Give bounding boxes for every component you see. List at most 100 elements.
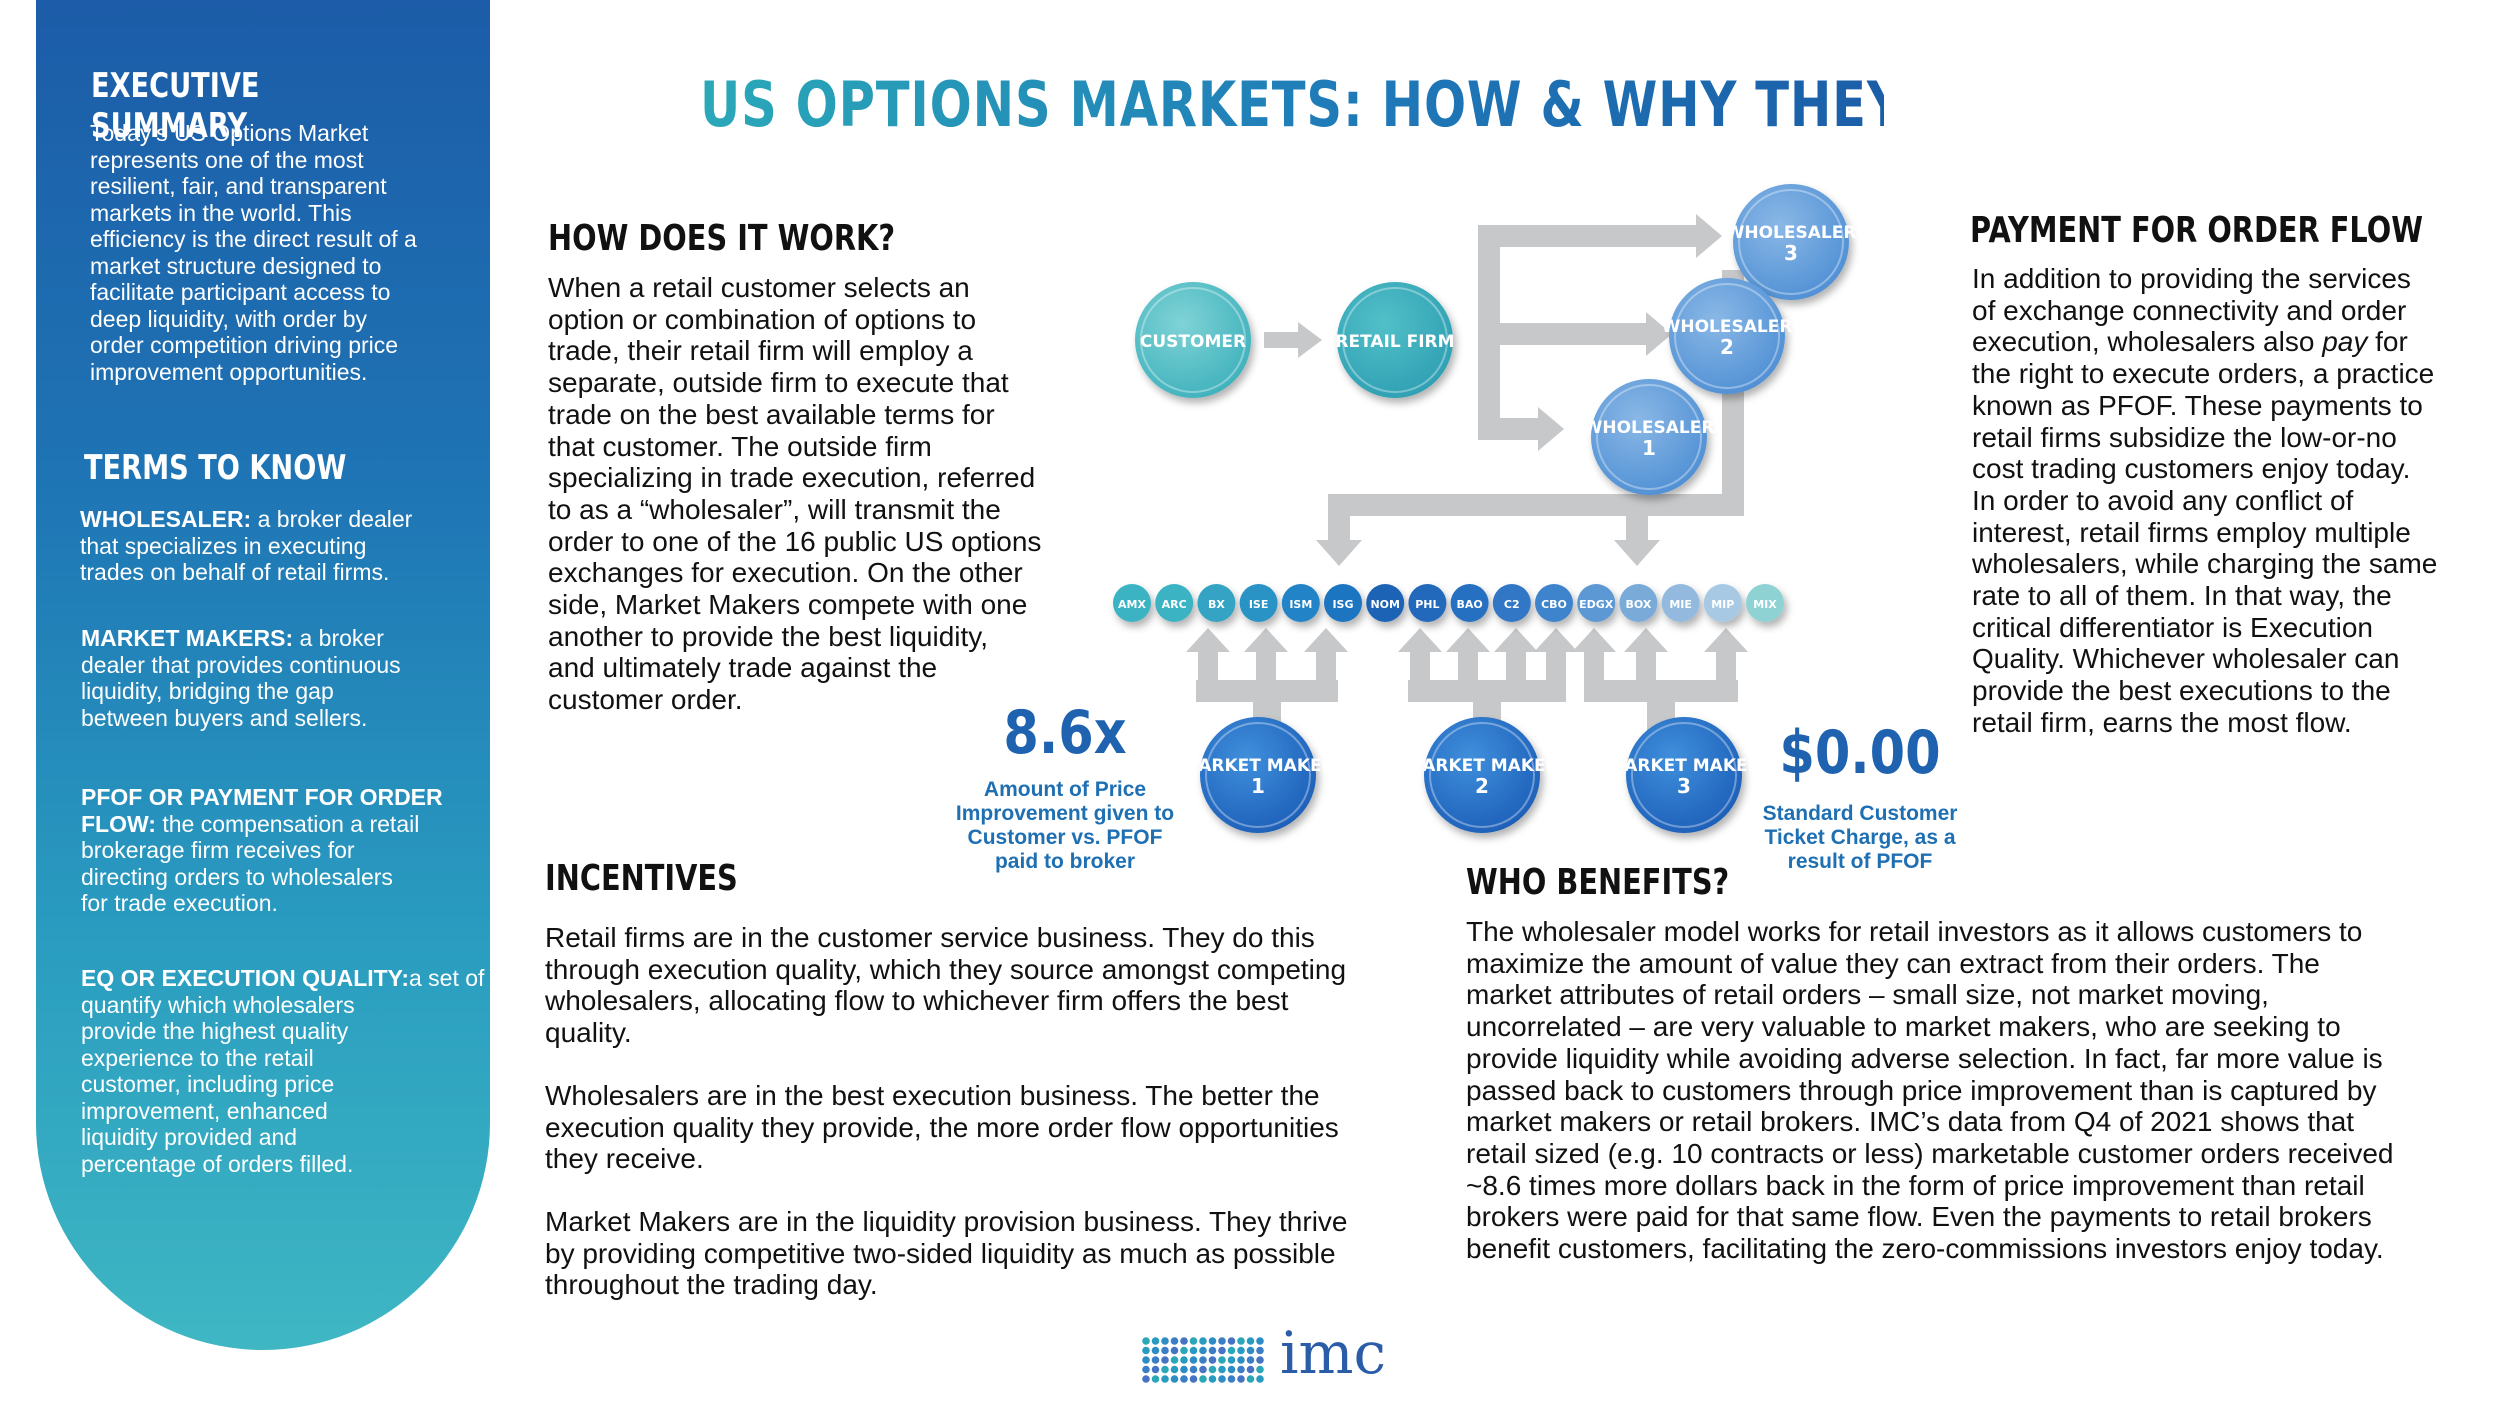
exchange-box: BOX <box>1619 584 1658 622</box>
logo-dot <box>1237 1375 1245 1383</box>
logo-dot <box>1170 1356 1179 1364</box>
who-benefits-line: market makers or retail brokers. IMC’s d… <box>1466 1106 2355 1138</box>
pfof-line: retail firm, earns the most flow. <box>1972 706 2352 738</box>
logo-dot <box>1227 1356 1236 1364</box>
incentives-line: wholesalers, allocating flow to whicheve… <box>545 985 1289 1017</box>
arrowhead-wholesaler-2 <box>1646 312 1672 356</box>
logo-dot <box>1142 1346 1150 1355</box>
mm3-arrows-arrowhead <box>1624 628 1668 652</box>
mm3-arrows-arrowhead <box>1572 628 1616 652</box>
logo-dot <box>1151 1365 1160 1374</box>
mm1-arrows-arrowhead <box>1304 628 1348 652</box>
exchange-label: ISM <box>1289 598 1312 611</box>
logo-dot <box>1151 1337 1160 1345</box>
term-title: WHOLESALER: <box>80 506 252 532</box>
wholesaler-1-node-label: 1 <box>1642 436 1656 460</box>
market-maker-2-node-label: MARKET MAKER <box>1405 756 1558 776</box>
stat-caption-line: paid to broker <box>994 850 1136 873</box>
logo-dot <box>1170 1337 1179 1345</box>
how-it-works-heading: HOW DOES IT WORK? <box>548 218 896 259</box>
mm1-arrows-stem <box>1198 650 1218 690</box>
incentives-line: quality. <box>545 1017 632 1049</box>
term-definition-line: percentage of orders filled. <box>81 1150 354 1177</box>
how-it-works-line: to as a “wholesaler”, will transmit the <box>548 493 1001 525</box>
mm1-arrows-bar <box>1196 680 1338 702</box>
exchange-label: ISE <box>1249 598 1269 611</box>
mm1-arrows-stem <box>1316 650 1336 690</box>
how-it-works-text: When a retail customer selects an option … <box>548 272 1068 716</box>
how-it-works-line: side, Market Makers compete with one <box>548 589 1028 621</box>
how-it-works-line: When a retail customer selects an <box>548 272 970 303</box>
pfof-line: of exchange connectivity and order <box>1972 294 2407 326</box>
exchange-edgx: EDGX <box>1577 584 1616 622</box>
incentives-line: by providing competitive two-sided liqui… <box>545 1237 1336 1269</box>
exchange-ise: ISE <box>1239 584 1278 622</box>
arrow-return-horizontal <box>1328 494 1744 516</box>
who-benefits-line: passed back to customers through price i… <box>1466 1074 2377 1106</box>
logo-dot <box>1218 1346 1226 1355</box>
logo-dot <box>1246 1337 1255 1345</box>
logo-dot <box>1256 1337 1264 1345</box>
market-maker-3-node-label: 3 <box>1677 774 1691 798</box>
logo-dot <box>1227 1337 1236 1345</box>
arrow-down-left <box>1328 494 1350 542</box>
logo-dot <box>1199 1356 1207 1364</box>
who-benefits-line: brokers were paid for that same flow. Ev… <box>1466 1201 2372 1233</box>
logo-dot <box>1237 1337 1245 1345</box>
term-title: EQ OR EXECUTION QUALITY: <box>81 965 409 991</box>
logo-dot <box>1227 1365 1236 1374</box>
logo-dot <box>1142 1356 1150 1364</box>
logo-dot <box>1189 1375 1198 1383</box>
exchange-arc: ARC <box>1155 584 1194 622</box>
mm3-arrows-stem <box>1584 650 1604 690</box>
exchange-label: EDGX <box>1579 598 1614 611</box>
executive-summary-line: order competition driving price <box>90 332 399 358</box>
incentives-text: Retail firms are in the customer service… <box>545 922 1395 1301</box>
term-definition-line: for trade execution. <box>81 890 278 916</box>
exchange-label: ISG <box>1332 598 1353 611</box>
incentives-line: Market Makers are in the liquidity provi… <box>545 1205 1348 1237</box>
exchange-label: MIX <box>1753 598 1777 611</box>
executive-summary-line: market structure designed to <box>90 252 382 279</box>
incentives-line: Retail firms are in the customer service… <box>545 922 1315 953</box>
stat-caption-line: Customer vs. PFOF <box>967 826 1163 849</box>
logo-dot <box>1142 1365 1150 1374</box>
logo-dot <box>1208 1356 1217 1364</box>
sidebar: EXECUTIVE SUMMARY Today’s US Options Mar… <box>36 0 490 1350</box>
logo-dot <box>1237 1346 1245 1355</box>
pfof-line: In addition to providing the services <box>1972 263 2411 294</box>
term-definition-line: brokerage firm receives for <box>81 837 355 863</box>
pfof-line: critical differentiator is Execution <box>1972 611 2373 643</box>
logo-dot <box>1161 1375 1169 1383</box>
exchange-label: BX <box>1208 598 1225 611</box>
logo-dot <box>1218 1337 1226 1345</box>
wholesaler-1-node-label: WHOLESALER <box>1584 418 1715 438</box>
exchange-c2: C2 <box>1492 584 1531 622</box>
logo-dot <box>1256 1375 1264 1383</box>
executive-summary-line: deep liquidity, with order by <box>90 305 367 332</box>
stat-caption-line: Ticket Charge, as a <box>1764 826 1956 849</box>
incentives-paragraph: Market Makers are in the liquidity provi… <box>545 1206 1395 1301</box>
executive-summary-line: resilient, fair, and transparent <box>90 173 387 199</box>
term-definition-line: trades on behalf of retail firms. <box>80 559 390 585</box>
customer-node: CUSTOMER <box>1135 282 1251 398</box>
mm2-arrows-stem <box>1506 650 1526 690</box>
mm2-arrows-arrowhead <box>1398 628 1442 652</box>
mm2-arrows-arrowhead <box>1494 628 1538 652</box>
mm1-arrows-arrowhead <box>1186 628 1230 652</box>
logo-dot <box>1218 1365 1226 1374</box>
exchange-ism: ISM <box>1281 584 1320 622</box>
logo-dot <box>1246 1346 1255 1355</box>
logo-dot <box>1180 1346 1188 1355</box>
logo-dot <box>1189 1346 1198 1355</box>
logo-dot <box>1227 1375 1236 1383</box>
exchange-nom: NOM <box>1366 584 1405 622</box>
exchange-label: NOM <box>1370 598 1400 611</box>
term-definition-text: a set of statistics used to <box>408 965 490 991</box>
executive-summary-line: represents one of the most <box>90 146 364 173</box>
price-improvement-stat: 8.6x <box>1003 698 1127 768</box>
logo-dot <box>1161 1365 1169 1374</box>
executive-summary-text: Today’s US Options Market represents one … <box>90 120 490 385</box>
